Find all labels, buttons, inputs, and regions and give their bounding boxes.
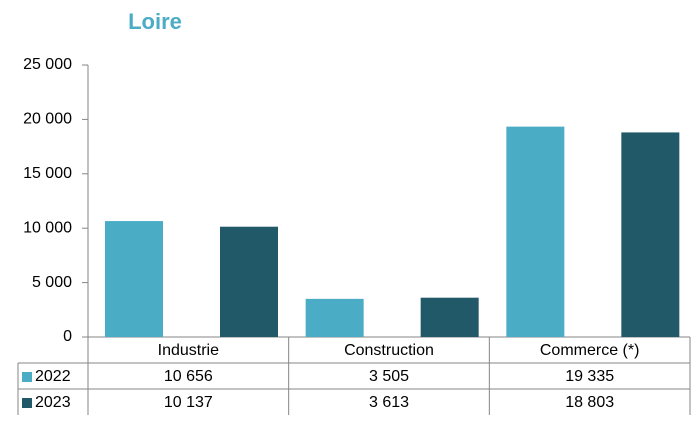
table-value: 10 656 — [164, 368, 213, 385]
table-value: 18 803 — [565, 394, 614, 411]
bar — [220, 226, 278, 337]
table-value: 3 613 — [369, 394, 409, 411]
bar — [105, 221, 163, 337]
x-tick-label: Construction — [344, 342, 434, 359]
table-value: 3 505 — [369, 368, 409, 385]
y-tick-label: 5 000 — [32, 274, 72, 291]
table-value: 10 137 — [164, 394, 213, 411]
legend-swatch — [22, 372, 32, 382]
y-tick-label: 15 000 — [23, 165, 72, 182]
chart-title: Loire — [128, 9, 182, 34]
legend-label: 2023 — [35, 394, 71, 411]
bar — [305, 298, 364, 337]
x-tick-label: Industrie — [158, 342, 219, 359]
y-tick-label: 10 000 — [23, 219, 72, 236]
bar — [506, 126, 565, 338]
bar — [621, 132, 680, 337]
legend-swatch — [22, 398, 32, 408]
y-tick-label: 0 — [63, 328, 72, 345]
y-tick-label: 25 000 — [23, 56, 72, 73]
bar — [420, 297, 479, 337]
y-tick-label: 20 000 — [23, 111, 72, 128]
legend-label: 2022 — [35, 368, 71, 385]
x-tick-label: Commerce (*) — [540, 342, 640, 359]
table-value: 19 335 — [565, 368, 614, 385]
